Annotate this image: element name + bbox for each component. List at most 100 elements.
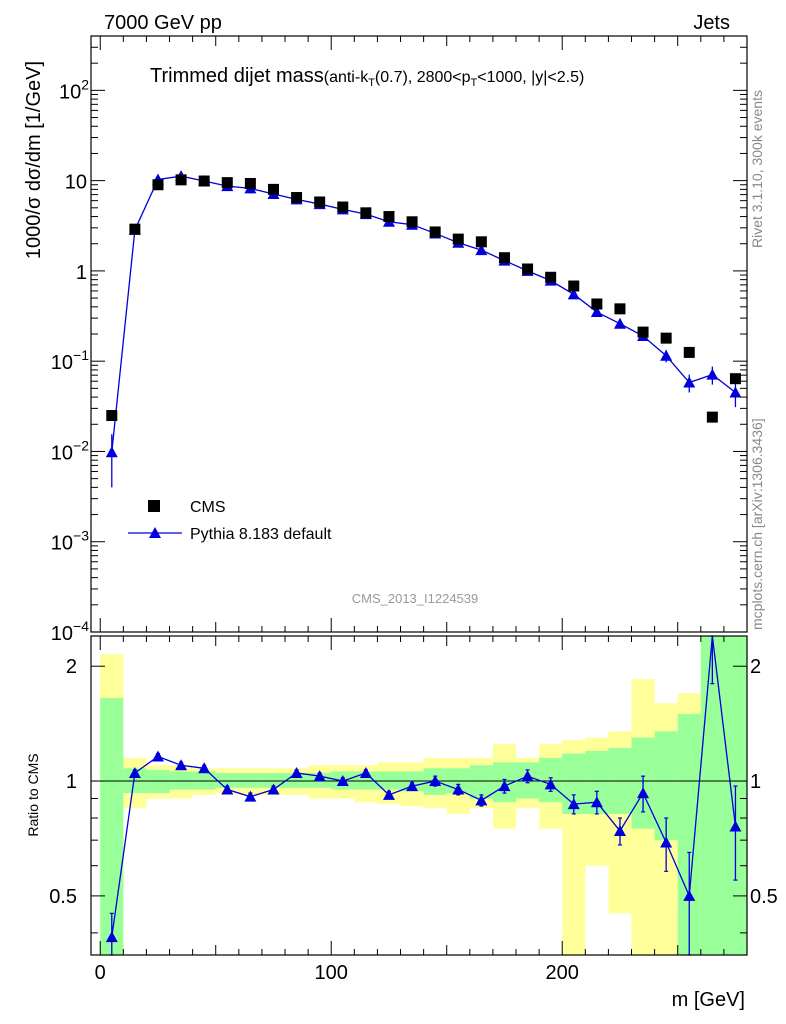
ratio-point — [613, 824, 626, 836]
legend-cms-label: CMS — [190, 499, 226, 516]
ratio-point — [151, 750, 164, 762]
cms-point — [545, 271, 557, 283]
ratio-point — [406, 780, 419, 792]
cms-point — [498, 252, 510, 264]
ratio-point — [359, 766, 372, 778]
ratio-point — [660, 836, 673, 848]
ratio-band-inner — [169, 771, 193, 790]
ratio-band-inner — [354, 771, 378, 790]
ratio-point — [567, 798, 580, 810]
ratio-point — [198, 762, 211, 774]
side-label-bottom: mcplots.cern.ch [arXiv:1306.3436] — [749, 418, 765, 630]
ratio-point — [175, 759, 188, 771]
cms-point — [198, 175, 210, 187]
main-y-tick-label: 10−3 — [51, 528, 89, 555]
cms-point — [406, 216, 418, 228]
mc-point — [567, 288, 580, 300]
ratio-point — [105, 931, 118, 943]
cms-point — [383, 211, 395, 223]
ratio-point — [128, 766, 141, 778]
ratio-point — [267, 783, 280, 795]
ratio-point — [637, 787, 650, 799]
ratio-band-inner — [100, 698, 124, 955]
ratio-point — [429, 775, 442, 787]
x-tick-label: 200 — [546, 962, 579, 984]
axes: 10−4 10−3 10−2 10−1 1 10 102 0.5 0.5 1 1 2 2 0 100 200 — [49, 35, 778, 984]
analysis-watermark: CMS_2013_I1224539 — [352, 591, 479, 606]
side-label-top: Rivet 3.1.10, 300k events — [749, 90, 765, 248]
ratio-y-tick-label-right: 0.5 — [750, 886, 778, 908]
cms-point — [175, 174, 187, 186]
main-title: Trimmed dijet mass(anti-kT(0.7), 2800<pT… — [150, 65, 584, 89]
main-title-text: Trimmed dijet mass — [150, 65, 324, 87]
ratio-band-inner — [261, 772, 286, 788]
ratio-point — [452, 783, 465, 795]
ratio-y-tick-label: 2 — [66, 656, 77, 678]
ratio-band-inner — [700, 636, 724, 955]
legend-mc-label: Pythia 8.183 default — [190, 526, 332, 543]
cms-point — [452, 233, 464, 245]
cms-point — [360, 207, 372, 219]
main-y-tick-label: 10 — [65, 172, 87, 194]
ratio-point — [590, 796, 603, 808]
ratio-line — [111, 635, 737, 938]
ratio-band-inner — [677, 713, 701, 955]
ratio-point — [521, 770, 534, 782]
ratio-point — [729, 820, 742, 832]
mc-point — [683, 376, 696, 388]
title-detail-middle: (0.7), 2800<p — [375, 69, 471, 86]
header-left: 7000 GeV pp — [104, 12, 222, 34]
title-detail-sub2: T — [471, 77, 478, 89]
mc-point — [590, 306, 603, 318]
main-marks — [105, 170, 742, 488]
mc-line — [111, 175, 736, 453]
cms-point — [683, 346, 695, 358]
legend: CMS Pythia 8.183 default — [128, 499, 332, 543]
ratio-band-inner — [654, 731, 678, 841]
ratio-y-tick-label: 0.5 — [49, 886, 77, 908]
legend-mc-marker — [149, 527, 161, 538]
title-detail-suffix: <1000, |y|<2.5) — [477, 69, 584, 86]
ratio-y-tick-label-right: 1 — [750, 771, 761, 793]
header-right: Jets — [693, 12, 730, 34]
title-detail-sub1: T — [368, 77, 375, 89]
x-axis-label: m [GeV] — [672, 989, 745, 1011]
ratio-point — [313, 770, 326, 782]
cms-point — [221, 177, 233, 189]
cms-point — [152, 179, 164, 191]
ratio-y-tick-label: 1 — [66, 771, 77, 793]
ratio-point — [221, 783, 234, 795]
title-detail-prefix: (anti-k — [324, 69, 369, 86]
mc-point — [706, 368, 719, 380]
cms-point — [475, 236, 487, 248]
x-tick-label: 100 — [315, 962, 348, 984]
cms-point — [314, 196, 326, 208]
main-y-tick-label: 1 — [76, 262, 87, 284]
mc-point — [660, 349, 673, 361]
ratio-point — [290, 766, 303, 778]
ratio-y-tick-label-right: 2 — [750, 656, 761, 678]
ratio-point — [336, 775, 349, 787]
ratio-frame — [90, 635, 748, 956]
mc-point — [475, 244, 488, 256]
ratio-bands — [91, 636, 747, 955]
cms-point — [337, 201, 349, 213]
main-y-axis-label: 1000/σ dσ/dm [1/GeV] — [23, 61, 45, 259]
cms-point — [429, 226, 441, 238]
cms-point — [244, 177, 256, 189]
ratio-point — [475, 794, 488, 806]
ratio-band-inner — [377, 771, 401, 790]
cms-point — [106, 410, 118, 422]
x-tick-label: 0 — [95, 962, 106, 984]
ratio-y-axis-label: Ratio to CMS — [25, 753, 41, 836]
mc-point — [613, 317, 626, 329]
cms-point — [660, 332, 672, 344]
ratio-point — [544, 778, 557, 790]
ratio-point — [498, 780, 511, 792]
cms-point — [729, 373, 741, 385]
ratio-band-inner — [585, 750, 609, 814]
ratio-band-inner — [238, 772, 262, 788]
cms-point — [568, 280, 580, 292]
ratio-point — [683, 889, 696, 901]
main-y-tick-label: 10−2 — [51, 437, 89, 464]
